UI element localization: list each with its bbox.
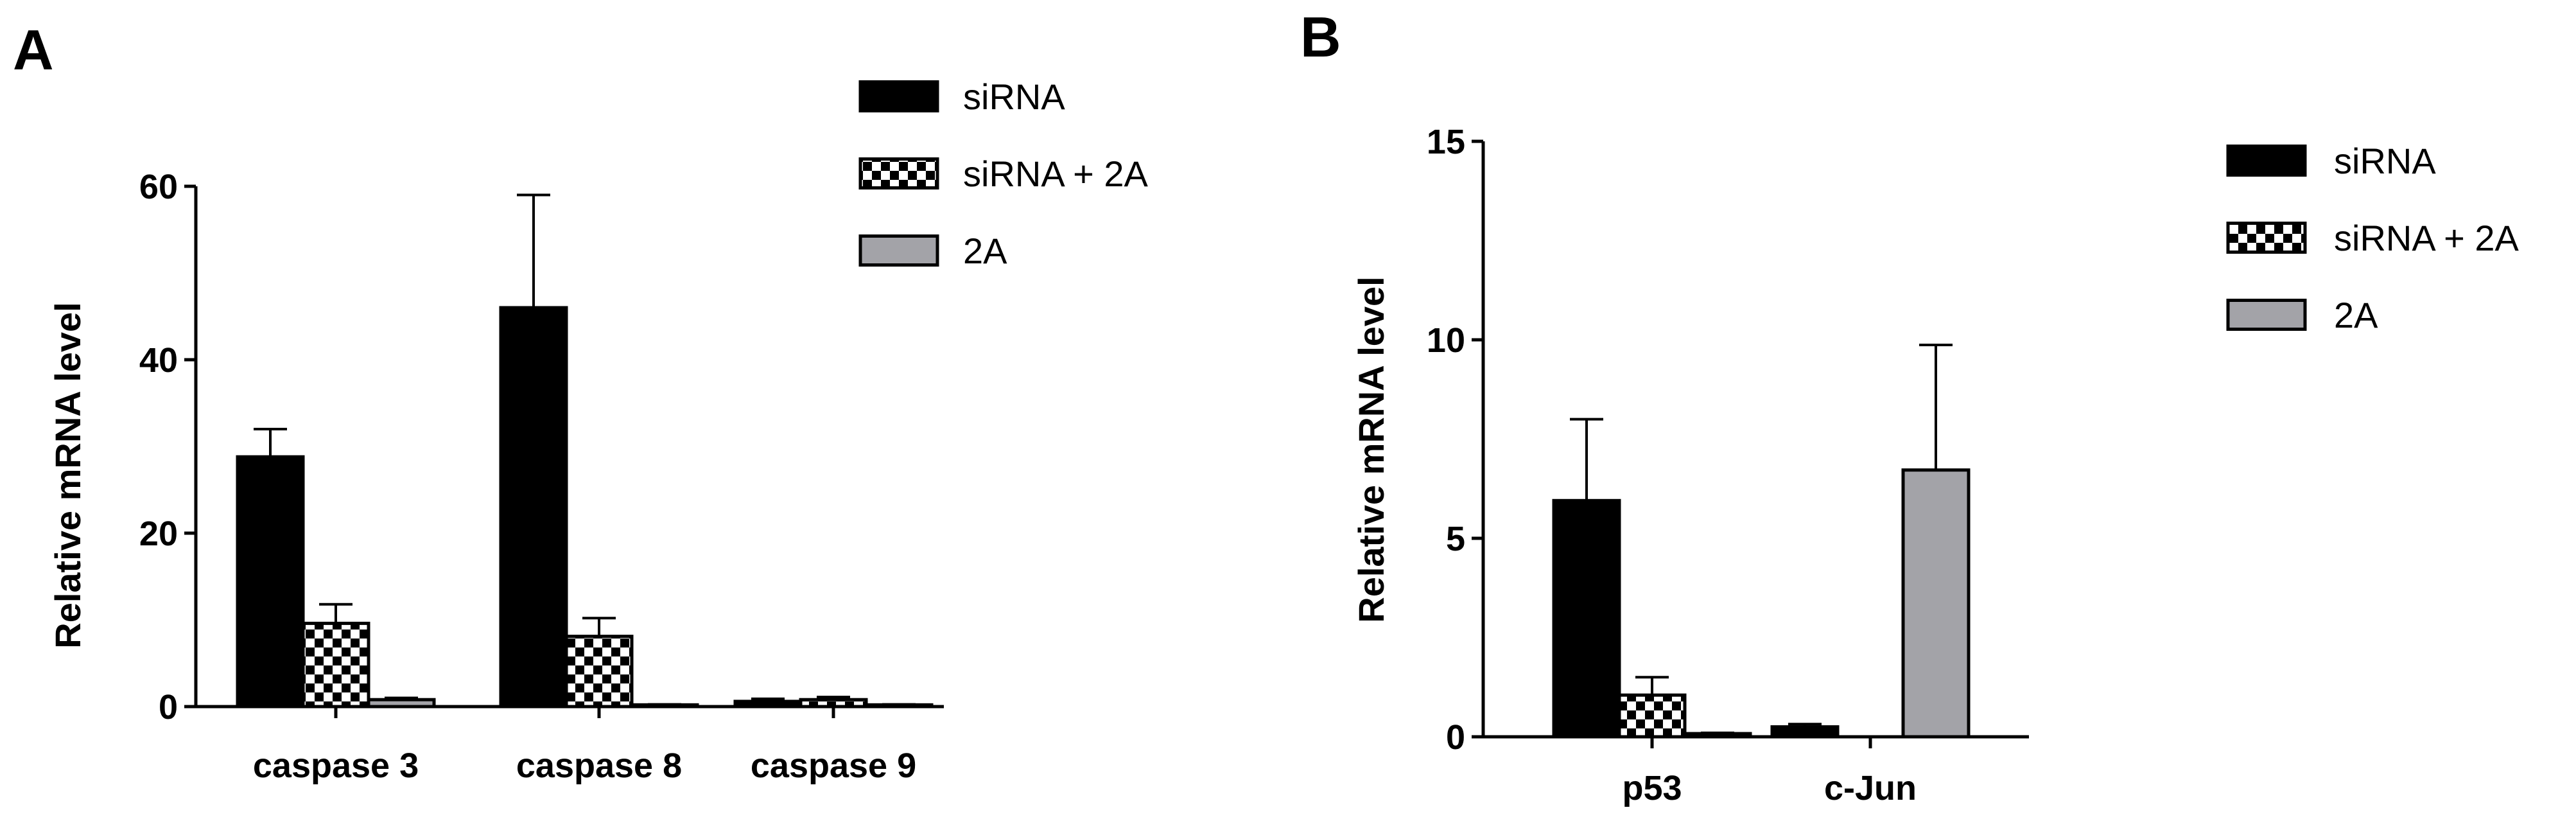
bar-caspase-3-2a xyxy=(367,698,436,709)
panel-b-letter: B xyxy=(1300,5,1341,69)
panel-b-chart: B Relative mRNA level 0 5 10 15 p53 c-Jun siR… xyxy=(1300,5,2519,807)
panel-a-bars xyxy=(236,193,934,709)
bar-caspase-3-sirna xyxy=(236,455,305,709)
legend-label: siRNA + 2A xyxy=(963,154,1149,194)
x-tick-label: caspase 8 xyxy=(516,746,682,785)
x-tick-label: c-Jun xyxy=(1824,769,1917,807)
bar-c-jun-2a xyxy=(1901,468,1971,739)
bar-caspase-9-sirna xyxy=(733,700,803,709)
x-tick-label: caspase 3 xyxy=(253,746,419,785)
legend-label: siRNA xyxy=(2334,141,2436,181)
bar-c-jun-sirna xyxy=(1770,725,1840,739)
legend-label: 2A xyxy=(963,231,1007,271)
legend-swatch xyxy=(2226,145,2307,177)
panel-b-legend: siRNA siRNA + 2A 2A xyxy=(2226,141,2519,335)
panel-a-chart: A Relative mRNA level 0 20 40 60 caspase 3 ca… xyxy=(13,18,1149,785)
y-tick-label: 15 xyxy=(1427,123,1465,161)
panel-b-y-axis-title: Relative mRNA level xyxy=(1351,276,1391,623)
y-tick-label: 40 xyxy=(139,341,178,380)
bar-p53-sirna xyxy=(1552,498,1621,739)
legend-swatch xyxy=(2226,222,2307,254)
legend-swatch xyxy=(858,80,939,112)
panel-a-y-axis-title: Relative mRNA level xyxy=(48,302,88,649)
bar-caspase-8-sirna-2a xyxy=(564,635,634,709)
y-tick-label: 5 xyxy=(1446,520,1465,558)
x-tick-label: caspase 9 xyxy=(751,746,916,785)
y-tick-label: 0 xyxy=(1446,718,1465,757)
y-tick-label: 20 xyxy=(139,515,178,553)
panel-b-axes: 0 5 10 15 p53 c-Jun xyxy=(1427,123,2029,807)
x-tick-label: p53 xyxy=(1622,769,1682,807)
panel-a-legend: siRNA siRNA + 2A 2A xyxy=(858,76,1149,271)
bar-caspase-8-sirna xyxy=(499,306,568,709)
legend-swatch xyxy=(858,234,939,267)
legend-swatch xyxy=(2226,299,2307,331)
y-tick-label: 60 xyxy=(139,168,178,206)
y-tick-label: 10 xyxy=(1427,321,1465,360)
legend-label: siRNA + 2A xyxy=(2334,218,2519,258)
panel-b-bars xyxy=(1552,344,1971,739)
legend-label: 2A xyxy=(2334,295,2378,335)
y-tick-label: 0 xyxy=(159,688,178,727)
panel-a-letter: A xyxy=(13,18,54,82)
legend-swatch xyxy=(858,157,939,189)
bar-caspase-3-sirna-2a xyxy=(301,621,370,709)
bar-p53-sirna-2a xyxy=(1617,693,1687,739)
legend-label: siRNA xyxy=(963,76,1065,117)
panel-a-axes: 0 20 40 60 caspase 3 caspase 8 caspase 9 xyxy=(139,168,944,785)
bar-caspase-9-sirna-2a xyxy=(799,698,868,709)
